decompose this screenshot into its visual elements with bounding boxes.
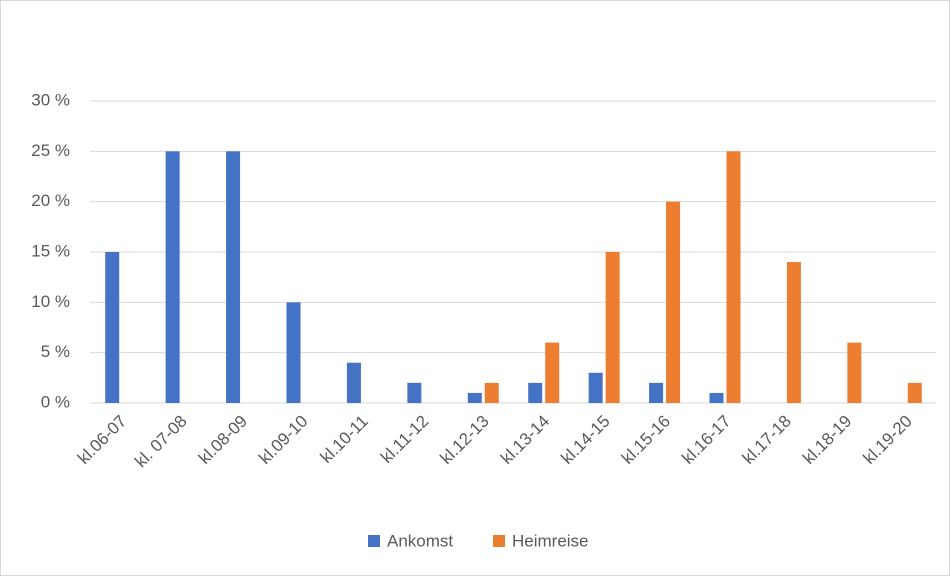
legend-label: Heimreise bbox=[512, 531, 589, 550]
bar bbox=[467, 392, 482, 403]
bar bbox=[847, 342, 862, 403]
y-tick-label: 25 % bbox=[31, 141, 70, 160]
bar bbox=[786, 262, 801, 403]
bar bbox=[726, 151, 741, 403]
y-tick-label: 10 % bbox=[31, 292, 70, 311]
y-tick-label: 20 % bbox=[31, 191, 70, 210]
legend-label: Ankomst bbox=[387, 531, 453, 550]
bar bbox=[484, 382, 499, 403]
bar bbox=[666, 201, 681, 403]
bar bbox=[907, 382, 922, 403]
bar bbox=[407, 382, 422, 403]
bar bbox=[165, 151, 180, 403]
bar bbox=[226, 151, 241, 403]
legend-swatch bbox=[368, 535, 380, 547]
legend-swatch bbox=[493, 535, 505, 547]
bar bbox=[545, 342, 560, 403]
bar bbox=[709, 392, 724, 403]
bar bbox=[649, 382, 664, 403]
y-tick-label: 30 % bbox=[31, 90, 70, 109]
y-tick-label: 15 % bbox=[31, 241, 70, 260]
bar bbox=[286, 302, 301, 403]
y-tick-label: 0 % bbox=[41, 392, 70, 411]
bar bbox=[588, 372, 603, 403]
y-tick-label: 5 % bbox=[41, 342, 70, 361]
bar bbox=[346, 362, 361, 403]
bar bbox=[105, 252, 120, 403]
bar bbox=[528, 382, 543, 403]
bar bbox=[605, 252, 620, 403]
